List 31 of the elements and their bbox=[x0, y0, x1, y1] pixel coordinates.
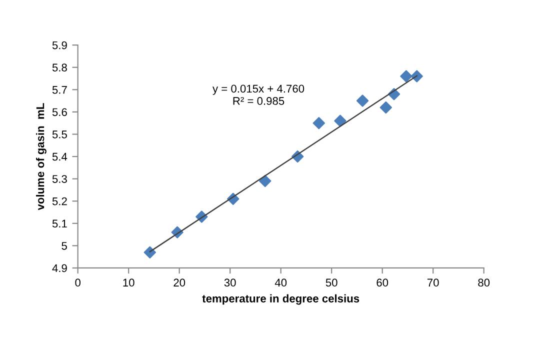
y-tick-label: 5.5 bbox=[52, 130, 67, 138]
x-tick-label: 20 bbox=[174, 278, 186, 287]
y-tick-label: 4.9 bbox=[52, 264, 67, 272]
y-axis-title: volume of gasin mL bbox=[36, 103, 46, 210]
x-tick-label: 10 bbox=[123, 278, 134, 287]
point bbox=[400, 70, 412, 82]
x-tick-label: 30 bbox=[224, 278, 236, 287]
x-tick-label: 70 bbox=[427, 278, 439, 287]
point bbox=[356, 94, 369, 107]
y-tick-label: 5.3 bbox=[52, 175, 67, 183]
point bbox=[380, 101, 392, 114]
annotation: R² = 0.985 bbox=[233, 97, 284, 105]
annotation: y = 0.015x + 4.760 bbox=[212, 84, 304, 95]
x-tick-label: 80 bbox=[478, 278, 490, 287]
point bbox=[144, 246, 156, 258]
point bbox=[334, 114, 346, 127]
y-tick-label: 5.1 bbox=[52, 220, 67, 228]
point bbox=[312, 117, 325, 130]
x-axis-title: temperature in degree celsius bbox=[202, 294, 360, 305]
y-tick-label: 5.2 bbox=[52, 197, 67, 206]
y-tick-label: 5.4 bbox=[52, 152, 68, 161]
y-tick-label: 5.7 bbox=[52, 86, 67, 94]
x-tick-label: 50 bbox=[326, 278, 338, 287]
y-tick-label: 5.8 bbox=[52, 64, 67, 72]
x-tick-label: 60 bbox=[376, 278, 388, 287]
y-tick-label: 5.6 bbox=[52, 108, 67, 116]
y-tick-label: 5.9 bbox=[52, 41, 67, 50]
point bbox=[259, 174, 272, 188]
x-tick-label: 40 bbox=[274, 278, 287, 287]
y-tick-label: 5 bbox=[62, 242, 67, 250]
x-tick-label: 0 bbox=[75, 278, 80, 287]
